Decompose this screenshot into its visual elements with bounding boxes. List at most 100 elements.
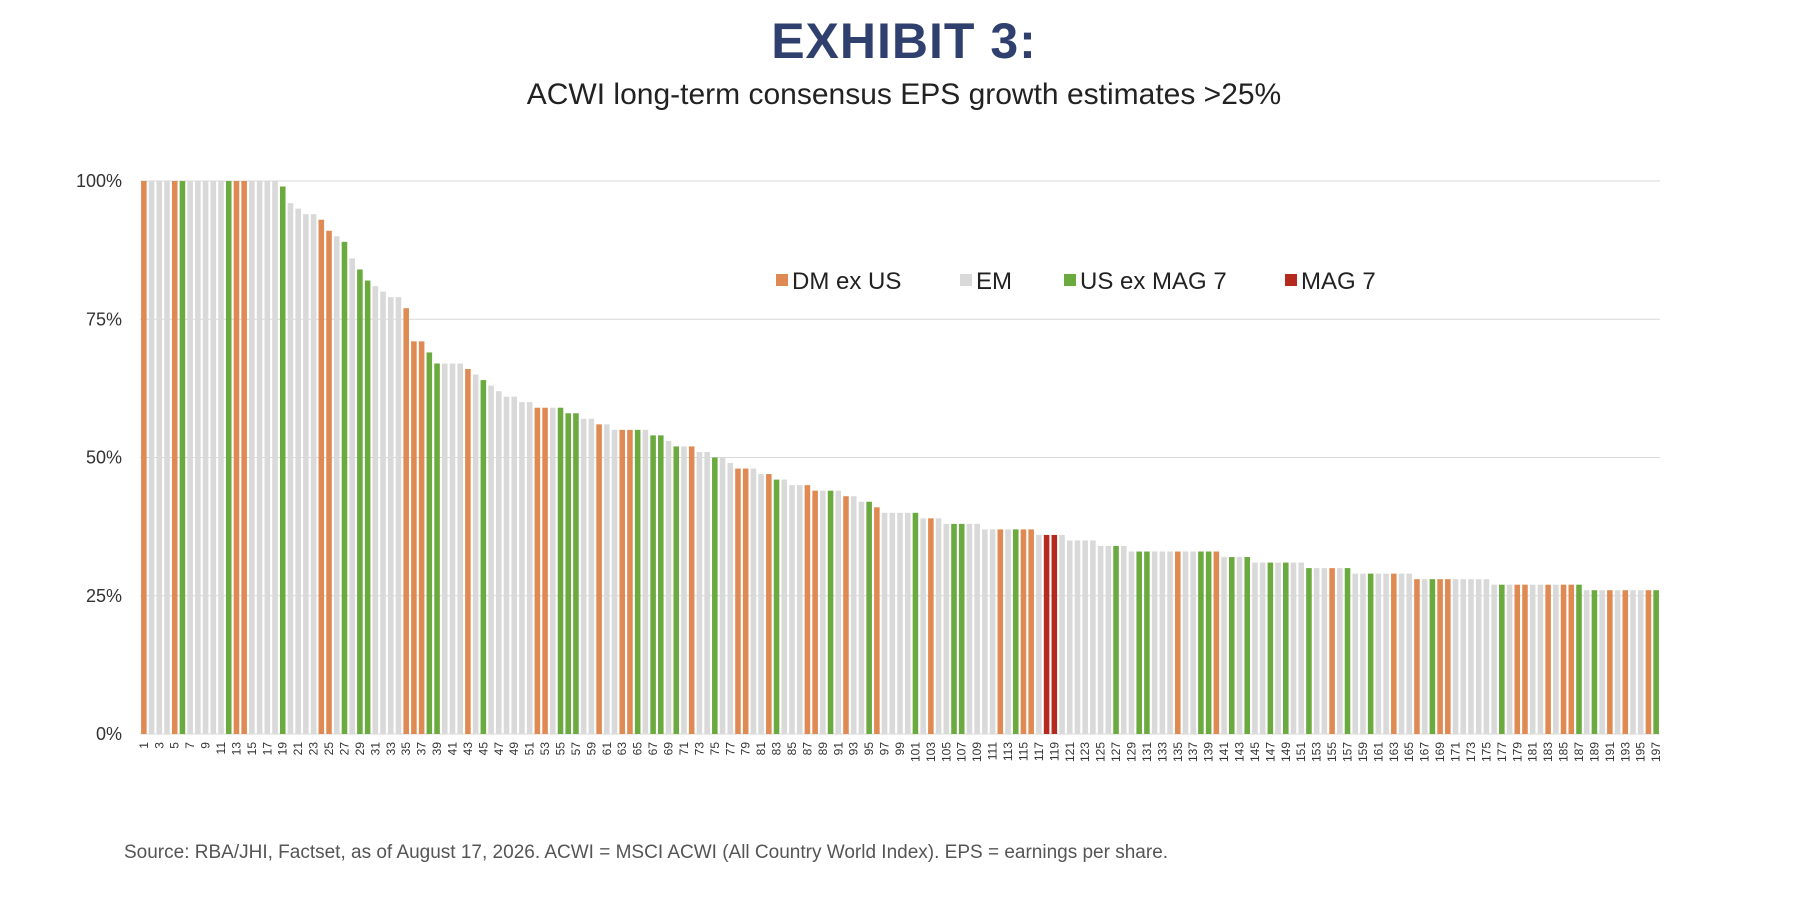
x-tick-label: 137 <box>1186 742 1200 762</box>
bar <box>1344 568 1351 734</box>
x-tick-label: 159 <box>1356 742 1370 762</box>
bar <box>457 363 463 734</box>
bar <box>488 385 494 734</box>
x-tick-label: 151 <box>1294 742 1308 762</box>
bar <box>1313 568 1320 734</box>
bar <box>1321 568 1328 734</box>
bar <box>187 181 193 734</box>
bar <box>218 181 224 734</box>
x-tick-label: 45 <box>476 742 490 756</box>
bar <box>1560 584 1567 734</box>
bar <box>503 396 510 734</box>
x-tick-label: 31 <box>368 742 382 756</box>
x-tick-label: 13 <box>229 742 243 756</box>
x-tick-label: 51 <box>523 742 537 756</box>
bar <box>418 341 425 734</box>
x-tick-label: 9 <box>199 742 213 749</box>
bar <box>596 424 602 734</box>
bar <box>1599 590 1605 734</box>
bar <box>1391 573 1397 734</box>
bar <box>727 463 734 734</box>
bar <box>904 512 911 734</box>
bar <box>912 512 919 734</box>
bar <box>874 507 880 734</box>
bar <box>1514 584 1521 734</box>
bar <box>688 446 695 734</box>
bar <box>1529 584 1536 734</box>
legend-label: MAG 7 <box>1301 268 1376 295</box>
bar <box>164 181 170 734</box>
bar <box>1452 579 1459 734</box>
bar <box>241 181 247 734</box>
legend: DM ex US EM US ex MAG 7 MAG 7 <box>776 268 1376 295</box>
bar <box>1591 590 1598 734</box>
bar <box>295 208 301 734</box>
bar <box>1190 551 1196 734</box>
bar <box>1198 551 1204 734</box>
bar <box>1244 557 1250 734</box>
bar <box>1074 540 1081 734</box>
bar <box>1329 568 1335 734</box>
x-tick-label: 145 <box>1248 742 1262 762</box>
bar <box>1306 568 1312 734</box>
x-tick-label: 169 <box>1433 742 1447 762</box>
bar <box>1082 540 1088 734</box>
bar <box>1352 573 1359 734</box>
x-tick-label: 83 <box>770 742 784 756</box>
bar <box>1182 551 1189 734</box>
x-tick-label: 111 <box>986 742 1000 761</box>
x-tick-label: 41 <box>445 742 459 756</box>
bar <box>1113 545 1119 734</box>
bar <box>673 446 680 734</box>
y-tick-label: 0% <box>96 724 122 744</box>
bar <box>148 181 155 734</box>
bar <box>195 181 201 734</box>
bar <box>920 518 926 734</box>
x-tick-label: 107 <box>955 742 969 762</box>
x-tick-label: 75 <box>708 742 722 756</box>
bar <box>1375 573 1382 734</box>
bar <box>835 490 842 734</box>
bar <box>1136 551 1142 734</box>
x-tick-label: 127 <box>1109 742 1123 762</box>
exhibit-title: EXHIBIT 3: <box>771 13 1037 69</box>
bar <box>1090 540 1096 734</box>
bar <box>850 496 857 734</box>
x-tick-label: 191 <box>1603 742 1617 762</box>
bar <box>1290 562 1297 734</box>
x-tick-label: 57 <box>569 742 583 756</box>
bar <box>411 341 417 734</box>
bar <box>758 474 764 734</box>
bar <box>225 181 232 734</box>
bar <box>233 181 240 734</box>
x-tick-label: 47 <box>492 742 506 756</box>
x-tick-label: 55 <box>554 742 568 756</box>
bar <box>526 402 533 734</box>
bar <box>1622 590 1629 734</box>
bar <box>812 490 818 734</box>
bar <box>1105 545 1112 734</box>
bar <box>202 181 209 734</box>
bar <box>1506 584 1513 734</box>
bar <box>1429 579 1436 734</box>
x-tick-label: 165 <box>1402 742 1416 762</box>
x-tick-label: 95 <box>862 742 876 756</box>
x-tick-label: 105 <box>939 742 953 762</box>
bar <box>1252 562 1258 734</box>
y-tick-label: 25% <box>86 586 122 606</box>
x-tick-label: 93 <box>847 742 861 756</box>
bar <box>341 241 348 734</box>
x-tick-label: 155 <box>1325 742 1339 762</box>
x-tick-label: 185 <box>1557 742 1571 762</box>
bar <box>441 363 448 734</box>
x-tick-label: 27 <box>337 742 351 756</box>
x-tick-label: 103 <box>924 742 938 762</box>
bar <box>519 402 525 734</box>
x-tick-label: 139 <box>1202 742 1216 762</box>
bar <box>619 429 626 734</box>
bar <box>881 512 888 734</box>
bar <box>1421 579 1428 734</box>
bar <box>550 407 556 734</box>
x-tick-label: 39 <box>430 742 444 756</box>
